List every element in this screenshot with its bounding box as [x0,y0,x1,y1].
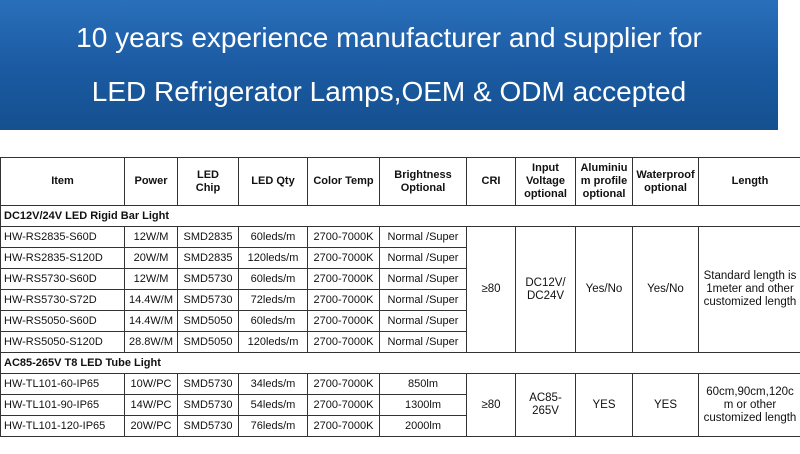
cell: 850lm [379,373,467,395]
header-row: Item Power LED Chip LED Qty Color Temp Bright… [0,157,800,206]
header-cell: Brightness Optional [379,157,467,206]
merged-cell: DC12V/ DC24V [515,226,576,353]
cell: 10W/PC [124,373,178,395]
cell: HW-RS2835-S120D [0,247,125,269]
cell: SMD2835 [177,247,239,269]
cell: 2700-7000K [307,226,380,248]
cell: 76leds/m [238,415,308,437]
cell: 2700-7000K [307,268,380,290]
cell: 20W/M [124,247,178,269]
header-cell: LED Chip [177,157,239,206]
section-title: DC12V/24V LED Rigid Bar Light [0,205,800,227]
merged-cell: YES [632,373,699,437]
cell: 2700-7000K [307,331,380,353]
spec-table: Item Power LED Chip LED Qty Color Temp Bright… [0,157,800,437]
cell: Normal /Super [379,226,467,248]
data-row: HW-TL101-120-IP65 20W/PC SMD5730 76leds/m 27… [0,415,800,437]
cell: Normal /Super [379,289,467,311]
merged-cell: YES [575,373,633,437]
merged-cell: ≥80 [466,373,516,437]
banner-line: 10 years experience manufacturer and sup… [76,22,702,53]
cell: 120leds/m [238,247,308,269]
cell: HW-RS5050-S60D [0,310,125,332]
cell: 54leds/m [238,394,308,416]
cell: 2700-7000K [307,394,380,416]
cell: 14W/PC [124,394,178,416]
data-row: HW-RS2835-S60D 12W/M SMD2835 60leds/m 2700-7… [0,226,800,353]
cell: 120leds/m [238,331,308,353]
cell: HW-RS2835-S60D [0,226,125,248]
merged-cell: ≥80 [466,226,516,353]
cell: Normal /Super [379,268,467,290]
cell: HW-TL101-60-IP65 [0,373,125,395]
cell: SMD5730 [177,415,239,437]
cell: 14.4W/M [124,289,178,311]
banner-line: LED Refrigerator Lamps,OEM & ODM accepte… [91,76,687,107]
cell: 12W/M [124,226,178,248]
cell: 2700-7000K [307,373,380,395]
cell: 2000lm [379,415,467,437]
data-row: HW-TL101-90-IP65 14W/PC SMD5730 54leds/m 270… [0,394,800,416]
cell: 2700-7000K [307,415,380,437]
cell: 14.4W/M [124,310,178,332]
merged-cell: Yes/No [575,226,633,353]
cell: SMD5730 [177,373,239,395]
data-row: HW-RS5050-S60D 14.4W/M SMD5050 60leds/m 2700… [0,310,800,332]
cell: SMD5050 [177,310,239,332]
header-cell: Color Temp [307,157,380,206]
merged-cell: Standard length is 1meter and other cust… [698,226,800,353]
header-cell: Power [124,157,178,206]
cell: SMD5730 [177,289,239,311]
cell: HW-TL101-120-IP65 [0,415,125,437]
cell: HW-TL101-90-IP65 [0,394,125,416]
header-cell: LED Qty [238,157,308,206]
cell: SMD5730 [177,394,239,416]
cell: 2700-7000K [307,310,380,332]
header-cell: Length [698,157,800,206]
header-cell: Input Voltage optional [515,157,576,206]
merged-cell: AC85- 265V [515,373,576,437]
merged-cell: 60cm,90cm,120c m or other customized len… [698,373,800,437]
section-row: DC12V/24V LED Rigid Bar Light [0,205,800,227]
cell: 20W/PC [124,415,178,437]
cell: 2700-7000K [307,247,380,269]
cell: SMD2835 [177,226,239,248]
cell: 72leds/m [238,289,308,311]
cell: Normal /Super [379,331,467,353]
cell: HW-RS5730-S72D [0,289,125,311]
cell: 60leds/m [238,226,308,248]
data-row: HW-TL101-60-IP65 10W/PC SMD5730 34leds/m 270… [0,373,800,437]
cell: HW-RS5050-S120D [0,331,125,353]
section-title: AC85-265V T8 LED Tube Light [0,352,800,374]
merged-cell: Yes/No [632,226,699,353]
cell: 1300lm [379,394,467,416]
header-cell: Aluminiu m profile optional [575,157,633,206]
banner: 10 years experience manufacturer and sup… [0,0,778,130]
cell: SMD5730 [177,268,239,290]
header-cell: CRI [466,157,516,206]
cell: HW-RS5730-S60D [0,268,125,290]
cell: SMD5050 [177,331,239,353]
header-cell: Waterproof optional [632,157,699,206]
header-cell: Item [0,157,125,206]
cell: 34leds/m [238,373,308,395]
cell: 60leds/m [238,268,308,290]
section-row: AC85-265V T8 LED Tube Light [0,352,800,374]
cell: Normal /Super [379,310,467,332]
cell: 2700-7000K [307,289,380,311]
cell: 60leds/m [238,310,308,332]
cell: Normal /Super [379,247,467,269]
cell: 28.8W/M [124,331,178,353]
data-row: HW-RS2835-S120D 20W/M SMD2835 120leds/m 2700… [0,247,800,269]
cell: 12W/M [124,268,178,290]
